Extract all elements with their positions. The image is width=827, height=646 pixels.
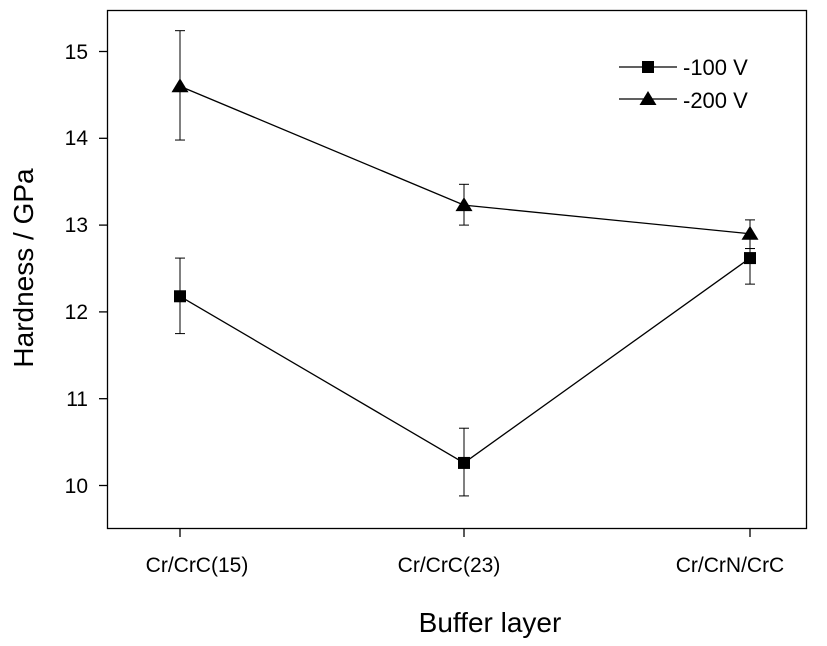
x-tick-label: Cr/CrC(23) (398, 554, 501, 577)
y-tick-label: 14 (65, 127, 89, 150)
x-tick-label: Cr/CrN/CrC (676, 554, 784, 577)
data-point (744, 252, 756, 265)
y-axis-title: Hardness / GPa (8, 168, 39, 368)
data-point (455, 197, 473, 212)
plot-frame (106, 9, 808, 530)
series-layer (171, 30, 759, 497)
series-minus-100v (174, 248, 756, 497)
y-tick-labels: 10 11 12 13 14 15 (65, 41, 89, 498)
data-point (171, 78, 189, 93)
legend-label: -200 V (683, 88, 748, 113)
legend: -100 V -200 V (619, 55, 748, 113)
y-tick-marks (99, 50, 108, 487)
x-tick-marks (179, 528, 751, 537)
data-point (741, 225, 759, 240)
x-axis-title: Buffer layer (419, 607, 562, 638)
series-minus-200v (171, 30, 759, 250)
y-tick-label: 15 (65, 41, 88, 64)
legend-symbol-triangle (619, 91, 677, 105)
series-line (179, 85, 751, 235)
legend-symbol-square (619, 61, 677, 73)
data-point (174, 290, 186, 303)
x-tick-label: Cr/CrC(15) (146, 554, 249, 577)
x-tick-labels: Cr/CrC(15) Cr/CrC(23) Cr/CrN/CrC (146, 554, 785, 577)
y-tick-label: 13 (65, 214, 88, 237)
legend-marker (639, 91, 657, 105)
data-point (458, 456, 470, 469)
legend-label: -100 V (683, 55, 748, 80)
series-line (179, 257, 751, 464)
legend-marker (642, 61, 654, 73)
y-tick-label: 11 (66, 388, 88, 411)
y-tick-label: 10 (65, 475, 88, 498)
y-tick-label: 12 (65, 301, 88, 324)
